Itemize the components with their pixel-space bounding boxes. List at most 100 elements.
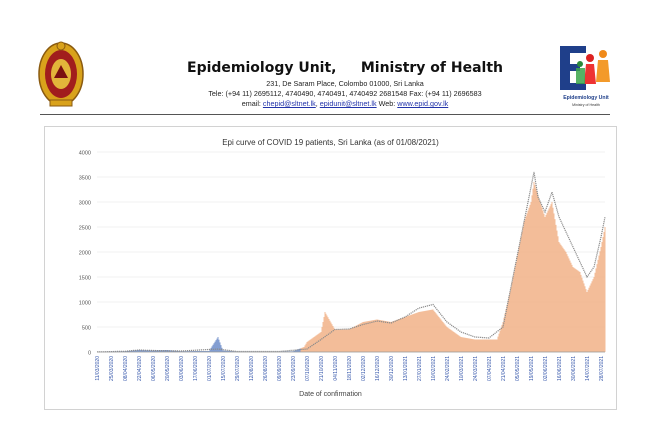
x-tick-label: 24/03/2021 bbox=[473, 356, 479, 381]
daily-case-bar bbox=[185, 351, 187, 352]
daily-case-bar bbox=[455, 333, 457, 352]
daily-case-bar bbox=[364, 321, 366, 352]
daily-case-bar bbox=[514, 267, 516, 352]
daily-case-bar bbox=[342, 329, 344, 352]
daily-case-bar bbox=[214, 341, 216, 352]
daily-case-bar bbox=[418, 312, 420, 352]
daily-case-bar bbox=[487, 339, 489, 352]
daily-case-bar bbox=[509, 292, 511, 352]
daily-case-bar bbox=[537, 194, 539, 352]
daily-case-bar bbox=[213, 343, 215, 352]
daily-case-bar bbox=[347, 329, 349, 352]
y-tick-label: 2500 bbox=[79, 226, 91, 232]
daily-case-bar bbox=[386, 321, 388, 352]
daily-case-bar bbox=[503, 317, 505, 352]
daily-case-bar bbox=[529, 204, 531, 352]
daily-case-bar bbox=[480, 339, 482, 352]
daily-case-bar bbox=[432, 309, 434, 352]
daily-case-bar bbox=[375, 319, 377, 352]
daily-case-bar bbox=[420, 311, 422, 352]
daily-case-bar bbox=[497, 336, 499, 352]
daily-case-bar bbox=[451, 330, 453, 352]
daily-case-bar bbox=[216, 338, 218, 352]
daily-case-bar bbox=[329, 320, 331, 352]
x-tick-label: 17/06/2020 bbox=[193, 356, 199, 381]
daily-case-bar bbox=[128, 350, 130, 352]
daily-case-bar bbox=[146, 350, 148, 352]
daily-case-bar bbox=[397, 319, 399, 352]
daily-case-bar bbox=[440, 319, 442, 352]
daily-case-bar bbox=[322, 322, 324, 352]
daily-case-bar bbox=[136, 350, 138, 352]
daily-case-bar bbox=[201, 351, 203, 352]
daily-case-bar bbox=[187, 351, 189, 352]
daily-case-bar bbox=[186, 351, 188, 352]
daily-case-bar bbox=[424, 310, 426, 352]
daily-case-bar bbox=[557, 236, 559, 352]
daily-case-bar bbox=[395, 320, 397, 352]
daily-case-bar bbox=[528, 207, 530, 352]
daily-case-bar bbox=[293, 350, 295, 352]
x-tick-label: 22/04/2020 bbox=[137, 356, 143, 381]
x-tick-label: 23/09/2020 bbox=[291, 356, 297, 381]
daily-case-bar bbox=[366, 321, 368, 352]
daily-case-bar bbox=[492, 339, 494, 352]
daily-case-bar bbox=[199, 351, 201, 352]
daily-case-bar bbox=[562, 247, 564, 352]
daily-case-bar bbox=[581, 277, 583, 352]
daily-case-bar bbox=[524, 219, 526, 352]
daily-case-bar bbox=[344, 329, 346, 352]
daily-case-bar bbox=[359, 323, 361, 352]
daily-case-bar bbox=[504, 313, 506, 352]
daily-case-bar bbox=[147, 350, 149, 352]
daily-case-bar bbox=[350, 328, 352, 352]
email-link-epidunit[interactable]: epidunit@sltnet.lk bbox=[319, 99, 377, 108]
daily-case-bar bbox=[295, 350, 297, 352]
daily-case-bar bbox=[443, 323, 445, 352]
daily-case-bar bbox=[585, 289, 587, 352]
daily-case-bar bbox=[543, 213, 545, 352]
daily-case-bar bbox=[358, 324, 360, 352]
daily-case-bar bbox=[412, 314, 414, 352]
daily-case-bar bbox=[229, 351, 231, 352]
daily-case-bar bbox=[478, 339, 480, 352]
daily-case-bar bbox=[539, 201, 541, 352]
email-link-chepid[interactable]: chepid@sltnet.lk bbox=[262, 99, 316, 108]
daily-case-bar bbox=[508, 296, 510, 352]
daily-case-bar bbox=[324, 312, 326, 352]
epi-curve-chart: Epi curve of COVID 19 patients, Sri Lank… bbox=[44, 126, 617, 410]
daily-case-bar bbox=[541, 207, 543, 352]
daily-case-bar bbox=[134, 350, 136, 352]
organization-contact: Tele: (+94 11) 2695112, 4740490, 4740491… bbox=[208, 89, 482, 98]
moving-average-line bbox=[97, 171, 606, 353]
daily-case-bar bbox=[354, 326, 356, 352]
daily-case-bar bbox=[483, 339, 485, 352]
daily-case-bar bbox=[582, 280, 584, 352]
daily-case-bar bbox=[373, 320, 375, 352]
daily-case-bar bbox=[345, 329, 347, 352]
epidemiology-unit-logo: Epidemiology Unit Ministry of Health bbox=[560, 46, 610, 107]
daily-case-bar bbox=[326, 315, 328, 352]
website-link[interactable]: www.epid.gov.lk bbox=[397, 99, 449, 108]
daily-case-bar bbox=[220, 345, 222, 352]
daily-case-bar bbox=[555, 224, 557, 352]
daily-case-bar bbox=[291, 351, 293, 352]
daily-case-bar bbox=[441, 320, 443, 352]
daily-case-bar bbox=[470, 338, 472, 352]
daily-case-bar bbox=[429, 310, 431, 352]
daily-case-bar bbox=[204, 351, 206, 352]
x-tick-label: 16/12/2020 bbox=[375, 356, 381, 381]
daily-case-bar bbox=[198, 351, 200, 352]
daily-case-bar bbox=[512, 277, 514, 352]
daily-case-bar bbox=[489, 339, 491, 352]
daily-case-bar bbox=[215, 340, 217, 352]
daily-case-bar bbox=[439, 318, 441, 352]
daily-case-bar bbox=[224, 350, 226, 352]
daily-case-bar bbox=[474, 339, 476, 352]
daily-case-bar bbox=[360, 323, 362, 352]
daily-case-bar bbox=[526, 213, 528, 352]
x-tick-label: 21/04/2021 bbox=[501, 356, 507, 381]
daily-case-bar bbox=[348, 329, 350, 352]
daily-case-bar bbox=[519, 242, 521, 352]
daily-case-bar bbox=[522, 227, 524, 352]
